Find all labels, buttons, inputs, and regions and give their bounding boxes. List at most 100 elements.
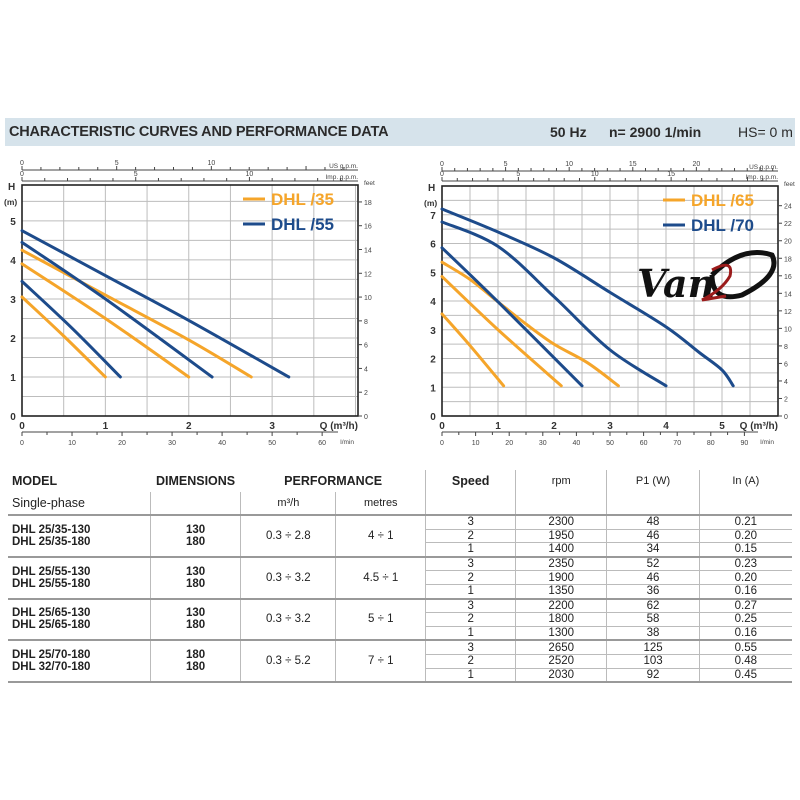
series-curve-dhl-35-speed-3	[20, 248, 253, 379]
rpm-value: 2030	[515, 668, 607, 684]
rpm-value: 1950	[515, 529, 607, 544]
feet-tick-label: 14	[364, 248, 372, 255]
dimension-value: 180	[185, 577, 206, 590]
secondary-tick-label: 0	[440, 161, 444, 168]
rpm-value: 1800	[515, 612, 607, 627]
series-curve-dhl-55-speed-2	[20, 240, 214, 379]
x-tick-label: 1	[103, 421, 109, 432]
secondary-tick-label: 5	[516, 171, 520, 178]
x-tick-label: 2	[551, 421, 557, 432]
table-row: DHL 25/70-180 DHL 32/70-180 180 180 0.3 ÷ 5.…	[8, 640, 792, 684]
model-name: DHL 25/35-130	[12, 523, 91, 536]
feet-tick-label: 0	[364, 414, 368, 421]
secondary-tick-label: 40	[218, 440, 226, 447]
x-tick-label: 0	[439, 421, 445, 432]
secondary-tick-label: 10	[591, 171, 599, 178]
col-flow-unit: m³/h	[240, 492, 336, 516]
table-row: 2 1800 58 0.25	[8, 612, 792, 627]
rpm-value: 2200	[515, 598, 607, 614]
speed-value: 3	[425, 640, 516, 655]
secondary-tick-label: 80	[707, 440, 715, 447]
model-name: DHL 25/55-130	[12, 565, 91, 578]
feet-tick-label: 4	[784, 379, 788, 386]
secondary-tick-label: 0	[440, 440, 444, 447]
power-value: 38	[606, 626, 700, 642]
feet-tick-label: 10	[784, 326, 792, 333]
dimensions-cell: 130 180	[149, 515, 241, 558]
flow-range: 0.3 ÷ 2.8	[240, 515, 336, 558]
table-row: DHL 25/65-130 DHL 25/65-180 130 180 0.3 ÷ 3.…	[8, 598, 792, 642]
model-name: DHL 25/65-130	[12, 607, 91, 620]
col-dimensions: DIMENSIONS	[155, 474, 236, 488]
table-row: DHL 25/55-130 DHL 25/55-180 130 180 0.3 ÷ 3.…	[8, 556, 792, 600]
secondary-tick-label: 60	[640, 440, 648, 447]
power-value: 46	[606, 570, 700, 585]
rpm-value: 1350	[515, 584, 607, 600]
x-tick-label: 1	[495, 421, 501, 432]
secondary-axis-label: Imp. g.p.m.	[745, 174, 778, 181]
feet-tick-label: 12	[364, 271, 372, 278]
feet-tick-label: 16	[364, 224, 372, 231]
feet-tick-label: 6	[364, 343, 368, 350]
series-curve-dhl-55-speed-1	[20, 279, 122, 379]
head-range: 7 ÷ 1	[335, 640, 426, 684]
y-axis-label: H	[428, 183, 435, 194]
secondary-tick-label: 30	[539, 440, 547, 447]
dimension-value: 180	[185, 619, 206, 632]
y-tick-label: 0	[10, 412, 16, 423]
feet-tick-label: 18	[364, 200, 372, 207]
col-performance: PERFORMANCE	[284, 474, 383, 488]
secondary-tick-label: 10	[565, 161, 573, 168]
dimensions-cell: 130 180	[149, 598, 241, 642]
rpm-value: 2350	[515, 556, 607, 572]
feet-tick-label: 8	[364, 319, 368, 326]
head-range: 5 ÷ 1	[335, 598, 426, 642]
speed-value: 3	[425, 556, 516, 572]
model-name: DHL 25/35-180	[12, 535, 91, 548]
dimension-value: 130	[185, 523, 206, 536]
col-speed: Speed	[425, 470, 516, 492]
series-curve-dhl-35-speed-2	[20, 262, 191, 379]
legend-label: DHL /65	[691, 191, 754, 210]
feet-tick-label: 18	[784, 256, 792, 263]
secondary-axis-label: l/min	[340, 439, 354, 446]
speed-value: 2	[425, 570, 516, 585]
model-cell: DHL 25/35-130 DHL 25/35-180	[8, 515, 151, 558]
current-value: 0.25	[698, 612, 792, 627]
series-curve-dhl-65-speed-2	[440, 275, 563, 388]
model-name: DHL 25/70-180	[12, 649, 91, 662]
table-row: 1 1350 36 0.16	[8, 584, 792, 600]
power-value: 92	[606, 668, 700, 684]
secondary-tick-label: 0	[440, 171, 444, 178]
x-tick-label: 0	[19, 421, 25, 432]
dimension-value: 130	[185, 565, 206, 578]
feet-tick-label: 4	[364, 366, 368, 373]
series-curve-dhl-65-speed-3	[440, 260, 620, 388]
feet-tick-label: 16	[784, 274, 792, 281]
secondary-tick-label: 0	[20, 440, 24, 447]
model-name: DHL 25/55-180	[12, 577, 91, 590]
plot-frame	[441, 185, 779, 417]
col-rpm: rpm	[515, 470, 607, 492]
secondary-tick-label: 30	[168, 440, 176, 447]
speed-value: 1	[425, 626, 516, 642]
x-tick-label: 4	[663, 421, 669, 432]
y-tick-label: 1	[10, 373, 16, 384]
speed-value: 2	[425, 529, 516, 544]
y-tick-label: 3	[10, 295, 16, 306]
feet-tick-label: 0	[784, 414, 788, 421]
dimension-value: 180	[185, 649, 206, 662]
current-value: 0.48	[698, 654, 792, 669]
secondary-axis-label: US g.p.m.	[749, 164, 778, 171]
dimension-value: 180	[185, 661, 206, 674]
col-head-unit: metres	[335, 492, 426, 516]
flow-range: 0.3 ÷ 5.2	[240, 640, 336, 684]
y-axis-unit: (m)	[424, 198, 437, 208]
flow-range: 0.3 ÷ 3.2	[240, 556, 336, 600]
x-axis-label: Q (m³/h)	[740, 421, 778, 432]
x-tick-label: 2	[186, 421, 192, 432]
y-tick-label: 6	[430, 240, 436, 251]
rpm-value: 2650	[515, 640, 607, 655]
